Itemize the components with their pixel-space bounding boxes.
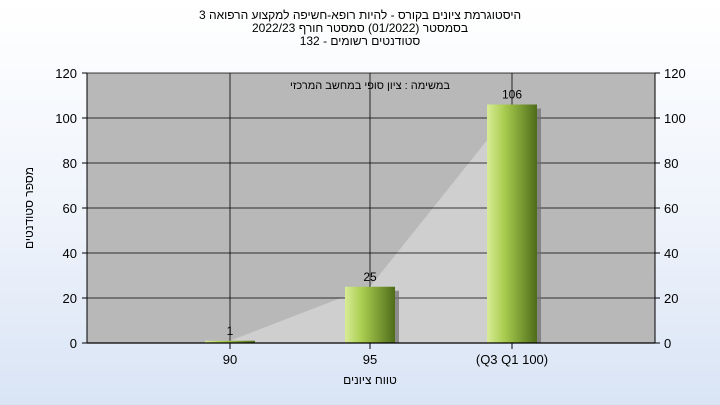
y-tick-label-right: 80 bbox=[664, 156, 678, 171]
y-tick-label-right: 120 bbox=[664, 66, 686, 81]
y-tick-label-left: 40 bbox=[63, 246, 77, 261]
bar-value-label: 25 bbox=[363, 270, 377, 284]
y-tick-label-left: 100 bbox=[55, 111, 77, 126]
bar-value-label: 1 bbox=[227, 324, 234, 338]
bar-90 bbox=[205, 340, 255, 343]
y-tick-label-right: 0 bbox=[664, 336, 671, 351]
y-tick-label-left: 60 bbox=[63, 201, 77, 216]
bars: 1 25 106 bbox=[205, 88, 541, 343]
y-tick-label-left: 120 bbox=[55, 66, 77, 81]
y-tick-label-right: 100 bbox=[664, 111, 686, 126]
y-tick-label-left: 0 bbox=[70, 336, 77, 351]
x-tick-label: 95 bbox=[363, 352, 377, 367]
y-tick-label-right: 20 bbox=[664, 291, 678, 306]
x-tick-label: (Q3 Q1 100) bbox=[476, 352, 548, 367]
x-axis-label: טווח ציונים bbox=[343, 373, 397, 387]
chart-title-line-2: בסמסטר (01/2022) סמסטר חורף 2022/23 bbox=[251, 21, 469, 35]
y-tick-label-right: 40 bbox=[664, 246, 678, 261]
y-axis-label: מספר סטודנטים bbox=[22, 167, 36, 249]
bar-(Q3 Q1 100) bbox=[487, 104, 537, 343]
chart-title-line-3: סטודנטים רשומים - 132 bbox=[299, 34, 421, 48]
y-tick-label-right: 60 bbox=[664, 201, 678, 216]
bar-value-label: 106 bbox=[502, 88, 522, 102]
chart-title: היסטוגרמת ציונים בקורס - להיות רופא-חשיפ… bbox=[0, 9, 720, 48]
axes: 0 0 20 20 40 40 60 60 80 80 100 100 120 120 90 95 (Q3 Q1… bbox=[55, 66, 685, 367]
trend-area bbox=[230, 140, 487, 343]
y-tick-label-left: 80 bbox=[63, 156, 77, 171]
bar-95 bbox=[345, 286, 395, 343]
chart-title-line-1: היסטוגרמת ציונים בקורס - להיות רופא-חשיפ… bbox=[198, 8, 522, 22]
y-tick-label-left: 20 bbox=[63, 291, 77, 306]
chart-subtitle: במשימה : ציון סופי במחשב המרכזי bbox=[290, 80, 450, 92]
x-tick-label: 90 bbox=[223, 352, 237, 367]
